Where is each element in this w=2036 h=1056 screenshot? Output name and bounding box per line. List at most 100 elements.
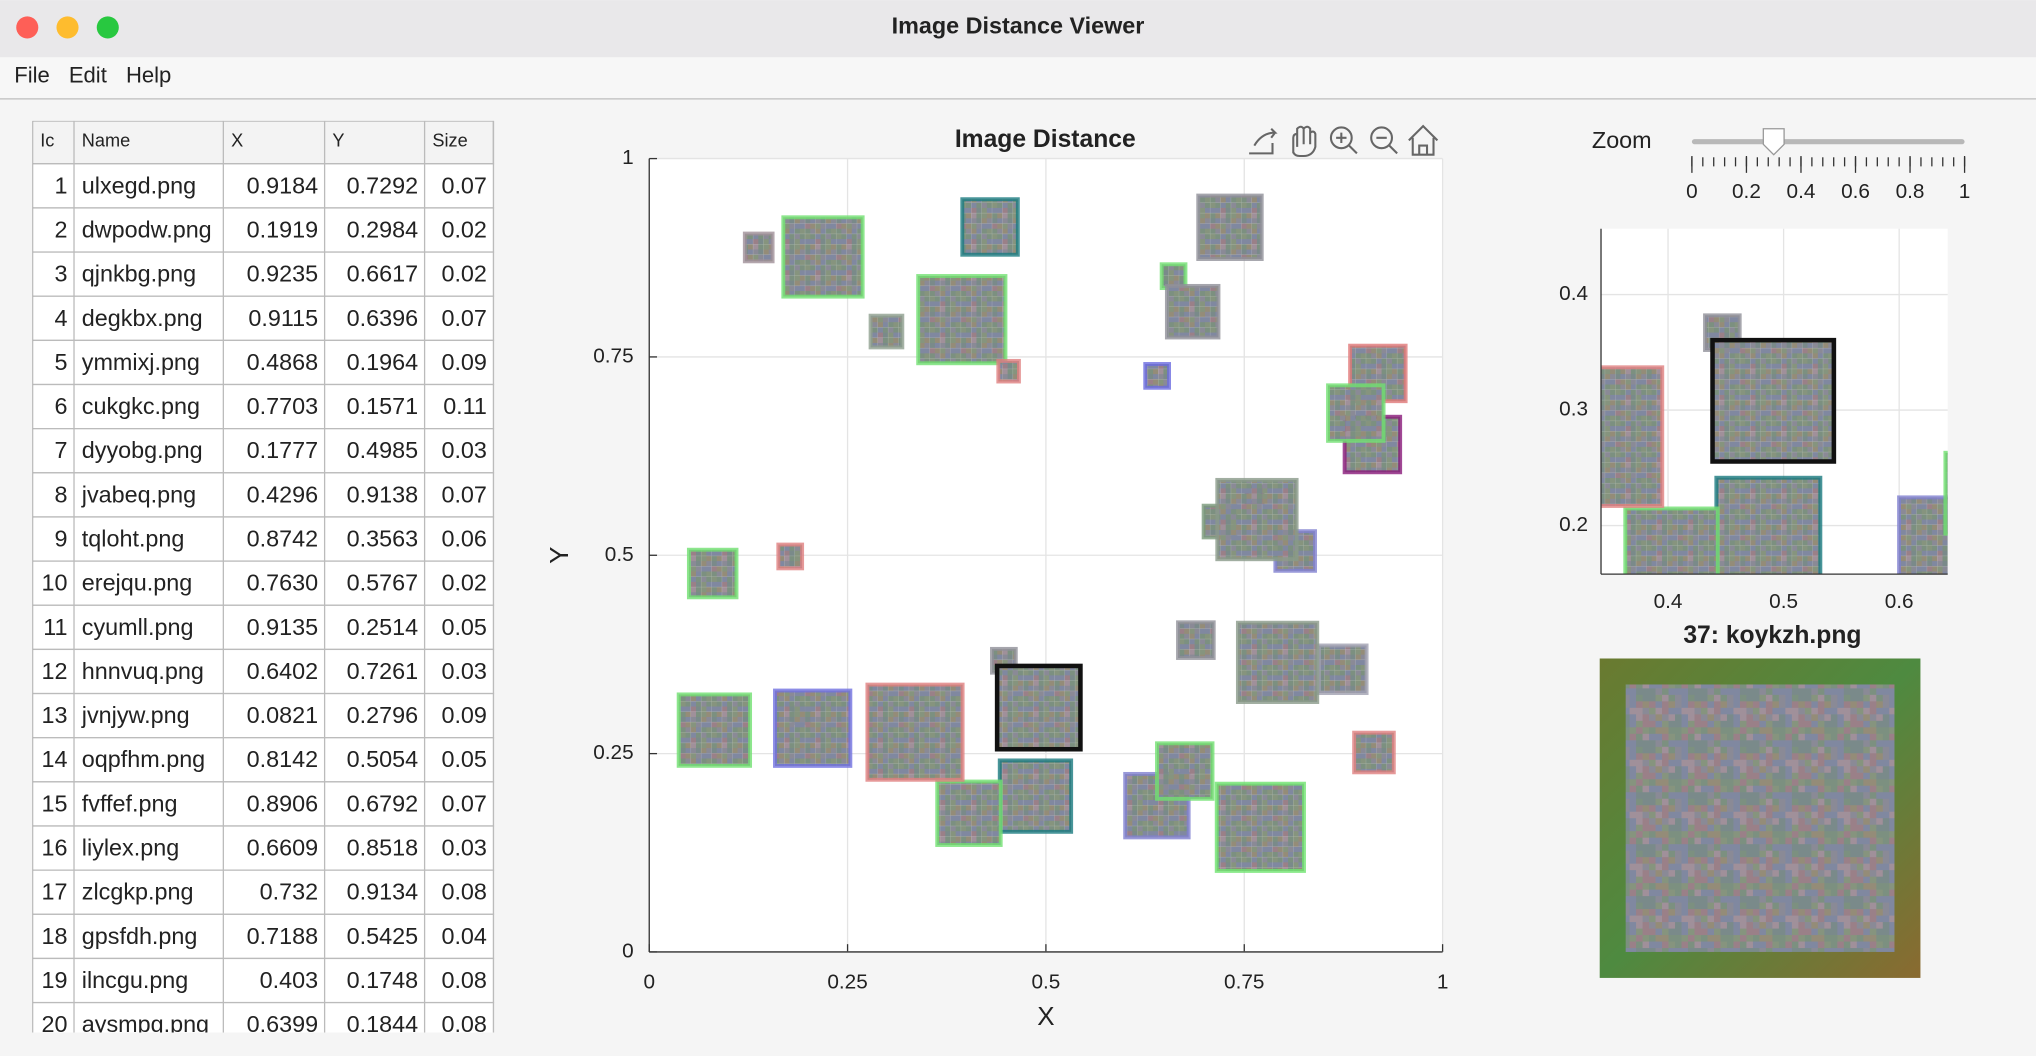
y-tick-label: 0.25: [593, 741, 633, 764]
slider-thumb[interactable]: [1762, 128, 1785, 156]
table-cell: 0.03: [441, 437, 486, 463]
table-cell: qjnkbg.png: [82, 261, 196, 287]
table-cell: 0.9138: [347, 481, 418, 507]
zoom-label: Zoom: [1592, 127, 1652, 153]
table-cell: aysmpg.png: [82, 1011, 209, 1037]
image-marker: [1352, 730, 1396, 775]
image-marker: [1714, 475, 1823, 575]
image-marker: [996, 358, 1021, 384]
table-cell: 0.02: [441, 570, 486, 596]
close-button[interactable]: [16, 16, 39, 39]
table-row: [32, 251, 495, 297]
detail-image: [1599, 658, 1921, 978]
y-tick-label: 0.75: [593, 344, 633, 367]
image-marker: [1164, 283, 1221, 340]
image-markers: [676, 193, 1408, 873]
pan-icon[interactable]: [1292, 125, 1317, 158]
home-icon[interactable]: [1408, 124, 1439, 156]
table-cell: 8: [55, 481, 68, 507]
table-cell: 0.08: [441, 967, 486, 993]
x-tick-label: 0.75: [1224, 971, 1264, 994]
table-cell: 0.09: [441, 702, 486, 728]
table-cell: jvnjyw.png: [81, 702, 190, 728]
menu-help[interactable]: Help: [126, 63, 171, 88]
table-cell: 0.5767: [347, 570, 418, 596]
image-marker: [1155, 741, 1215, 801]
image-marker: [676, 692, 753, 768]
data-table[interactable]: Ic Name X Y Size 1 ulxegd.png 0.9184 0.7292 0.07 2…: [32, 120, 495, 1047]
zoom-in-icon[interactable]: [1329, 126, 1353, 150]
table-cell: 0.5425: [347, 923, 418, 949]
menu-file[interactable]: File: [14, 63, 50, 88]
y-tick-label: 1: [622, 146, 634, 169]
table-cell: tqloht.png: [82, 526, 185, 552]
table-cell: 0.7703: [247, 393, 318, 419]
y-tick-label: 0: [622, 939, 634, 962]
column-header: Size: [432, 131, 467, 151]
table-cell: 0.732: [260, 879, 318, 905]
table-cell: 0.2514: [347, 614, 418, 640]
zoom-out-icon[interactable]: [1370, 126, 1393, 150]
table-cell: cyumll.png: [82, 614, 194, 640]
table-cell: 0.2796: [347, 702, 418, 728]
y-axis-label: Y: [544, 547, 574, 564]
plot-title: Image Distance: [955, 126, 1136, 153]
column-header: Name: [82, 131, 130, 151]
table-cell: dyyobg.png: [82, 437, 203, 463]
table-cell: hnnvuq.png: [82, 658, 204, 684]
minimize-button[interactable]: [56, 16, 79, 39]
table-cell: 0.09: [441, 349, 486, 375]
table-cell: 0.6609: [247, 835, 318, 861]
table-row: [32, 604, 495, 651]
table-cell: 9: [55, 526, 68, 552]
table-cell: 0.8742: [247, 526, 318, 552]
table-cell: 0.6402: [247, 658, 318, 684]
image-marker: [1326, 383, 1386, 443]
scatter-plot: 0 0.25 0.5 0.75 1 0 0.25 0.5 0.75 1 X Y: [544, 146, 1449, 1031]
table-cell: 0.2984: [347, 216, 418, 242]
table-cell: 0.1844: [347, 1011, 418, 1037]
table-cell: 0.0821: [247, 702, 318, 728]
y-tick-label: 0.2: [1559, 513, 1588, 536]
table-cell: 0.7630: [247, 570, 318, 596]
image-marker: [781, 215, 865, 299]
x-tick-label: 0.5: [1769, 590, 1798, 613]
table-cell: 14: [42, 746, 68, 772]
y-tick-label: 0.5: [605, 543, 634, 566]
table-cell: 12: [42, 658, 68, 684]
export-icon[interactable]: [1249, 127, 1278, 155]
table-cell: cukgkc.png: [82, 393, 200, 419]
menu-edit[interactable]: Edit: [69, 63, 107, 88]
table-cell: liylex.png: [82, 835, 179, 861]
table-cell: 0.05: [441, 746, 486, 772]
image-marker: [1196, 193, 1264, 261]
table-cell: 0.9115: [248, 305, 318, 331]
table-row: [32, 913, 495, 960]
table-cell: 7: [55, 437, 68, 463]
table-cell: 19: [42, 967, 68, 993]
image-marker: [1317, 643, 1369, 696]
table-cell: 0.4868: [247, 349, 318, 375]
slider-tick-label: 0.2: [1732, 180, 1761, 203]
table-row: [32, 383, 495, 430]
table-cell: 0.6396: [347, 305, 418, 331]
zoom-control[interactable]: Zoom 0 0.2 0.4 0.6 0.8 1: [1592, 127, 1970, 203]
table-cell: 15: [42, 790, 68, 816]
table-cell: 0.9134: [347, 879, 418, 905]
table-row: [32, 648, 495, 695]
zoom-button[interactable]: [96, 16, 119, 39]
table-cell: 3: [55, 261, 68, 287]
table-cell: 0.403: [260, 967, 318, 993]
column-header: Y: [332, 131, 344, 151]
table-row: [32, 207, 495, 253]
table-cell: ulxegd.png: [82, 172, 196, 198]
table-cell: 0.07: [441, 305, 486, 331]
inset-plot: 0.4 0.5 0.6 0.2 0.3 0.4: [1559, 228, 1948, 613]
menu-bar: [0, 57, 2036, 99]
table-cell: jvabeq.png: [81, 481, 196, 507]
table-cell: 0.8142: [247, 746, 318, 772]
table-cell: 0.9235: [247, 261, 318, 287]
image-marker: [776, 542, 805, 571]
table-cell: 0.7292: [347, 172, 418, 198]
